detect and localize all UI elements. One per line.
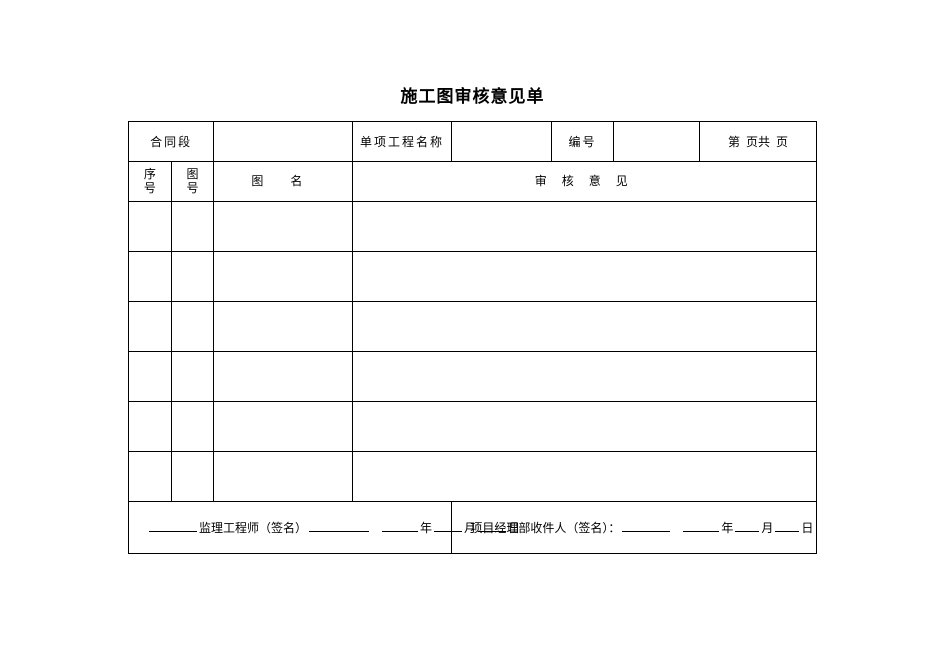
blank-year-left[interactable] bbox=[382, 520, 418, 532]
label-project-name: 单项工程名称 bbox=[352, 122, 452, 162]
cell-fig-no[interactable] bbox=[171, 252, 214, 302]
cell-fig-name[interactable] bbox=[214, 302, 352, 352]
cell-fig-name[interactable] bbox=[214, 402, 352, 452]
blank-year-right[interactable] bbox=[683, 520, 719, 532]
blank-month-left[interactable] bbox=[434, 520, 462, 532]
cell-review[interactable] bbox=[352, 402, 816, 452]
table-row bbox=[129, 402, 817, 452]
cell-seq[interactable] bbox=[129, 452, 172, 502]
cell-review[interactable] bbox=[352, 202, 816, 252]
table-row bbox=[129, 302, 817, 352]
footer-right: 项目经理部收件人（签名）： 年 月 日 bbox=[452, 502, 817, 554]
value-number[interactable] bbox=[613, 122, 699, 162]
page-prefix: 第 bbox=[728, 135, 740, 149]
footer-right-role: 项目经理部收件人（签名）： bbox=[470, 521, 620, 535]
cell-fig-no[interactable] bbox=[171, 452, 214, 502]
cell-fig-no[interactable] bbox=[171, 352, 214, 402]
cell-fig-no[interactable] bbox=[171, 302, 214, 352]
cell-seq[interactable] bbox=[129, 202, 172, 252]
table-row bbox=[129, 352, 817, 402]
blank-sign-left[interactable] bbox=[309, 520, 369, 532]
header-row-1: 合同段 单项工程名称 编号 第 页共 页 bbox=[129, 122, 817, 162]
footer-right-month: 月 bbox=[761, 521, 773, 535]
label-contract-section: 合同段 bbox=[129, 122, 214, 162]
page-suffix: 页 bbox=[776, 135, 788, 149]
footer-left-year: 年 bbox=[420, 521, 432, 535]
form-page: 施工图审核意见单 合同段 单项工程名称 编号 第 页共 页 序号 bbox=[0, 0, 945, 554]
cell-review[interactable] bbox=[352, 252, 816, 302]
footer-left-role: 监理工程师（签名） bbox=[199, 521, 307, 535]
cell-fig-name[interactable] bbox=[214, 352, 352, 402]
label-review: 审 核 意 见 bbox=[352, 162, 816, 202]
value-project-name[interactable] bbox=[452, 122, 552, 162]
cell-fig-name[interactable] bbox=[214, 452, 352, 502]
form-table: 合同段 单项工程名称 编号 第 页共 页 序号 图号 图 名 审 核 意 见 监… bbox=[128, 121, 817, 554]
blank-month-right[interactable] bbox=[735, 520, 759, 532]
label-seq: 序号 bbox=[129, 162, 172, 202]
cell-fig-no[interactable] bbox=[171, 402, 214, 452]
cell-review[interactable] bbox=[352, 302, 816, 352]
cell-review[interactable] bbox=[352, 352, 816, 402]
table-row bbox=[129, 202, 817, 252]
footer-right-day: 日 bbox=[801, 521, 813, 535]
page-mid: 页共 bbox=[746, 135, 770, 149]
header-row-2: 序号 图号 图 名 审 核 意 见 bbox=[129, 162, 817, 202]
data-rows-body bbox=[129, 202, 817, 502]
cell-fig-name[interactable] bbox=[214, 202, 352, 252]
label-fig-no-text: 图号 bbox=[186, 167, 198, 195]
blank-sign-right[interactable] bbox=[622, 520, 670, 532]
form-title: 施工图审核意见单 bbox=[128, 82, 817, 107]
label-page-of: 第 页共 页 bbox=[699, 122, 816, 162]
blank-name-left[interactable] bbox=[149, 520, 197, 532]
footer-left: 监理工程师（签名） 年月日 bbox=[129, 502, 452, 554]
cell-fig-name[interactable] bbox=[214, 252, 352, 302]
footer-row: 监理工程师（签名） 年月日 项目经理部收件人（签名）： 年 月 日 bbox=[129, 502, 817, 554]
blank-day-right[interactable] bbox=[775, 520, 799, 532]
cell-seq[interactable] bbox=[129, 402, 172, 452]
cell-review[interactable] bbox=[352, 452, 816, 502]
cell-seq[interactable] bbox=[129, 302, 172, 352]
table-row bbox=[129, 252, 817, 302]
value-contract-section[interactable] bbox=[214, 122, 352, 162]
cell-seq[interactable] bbox=[129, 352, 172, 402]
label-seq-text: 序号 bbox=[144, 167, 156, 195]
footer-right-year: 年 bbox=[721, 521, 733, 535]
table-row bbox=[129, 452, 817, 502]
label-fig-name: 图 名 bbox=[214, 162, 352, 202]
cell-seq[interactable] bbox=[129, 252, 172, 302]
label-fig-no: 图号 bbox=[171, 162, 214, 202]
label-number: 编号 bbox=[552, 122, 614, 162]
cell-fig-no[interactable] bbox=[171, 202, 214, 252]
